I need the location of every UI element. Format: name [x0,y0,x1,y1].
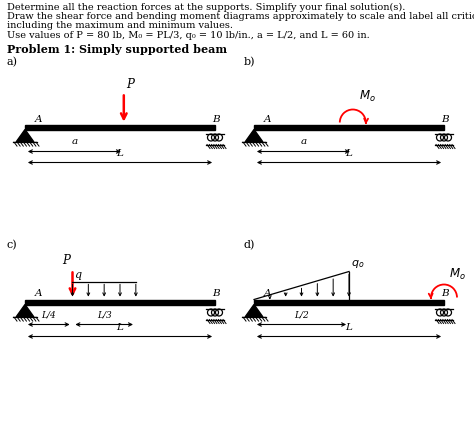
Text: L: L [117,322,123,332]
Polygon shape [16,304,34,317]
Text: L/4: L/4 [41,311,56,320]
Text: including the maximum and minimum values.: including the maximum and minimum values… [7,21,233,30]
Text: A: A [264,114,272,123]
Text: $q_o$: $q_o$ [351,257,365,270]
Text: P: P [126,77,134,90]
Text: B: B [212,290,219,299]
Text: $M_o$: $M_o$ [359,89,375,105]
Bar [25,299,215,304]
Text: B: B [441,290,448,299]
Bar [254,125,444,130]
Text: Determine all the reaction forces at the supports. Simplify your final solution(: Determine all the reaction forces at the… [7,3,405,12]
Text: P: P [63,254,71,267]
Polygon shape [245,304,263,317]
Text: B: B [441,114,448,123]
Text: L/2: L/2 [294,311,309,320]
Text: B: B [212,114,219,123]
Text: d): d) [244,240,255,250]
Text: a: a [301,138,307,147]
Polygon shape [245,130,263,142]
Text: a): a) [7,57,18,67]
Polygon shape [16,130,34,142]
Text: A: A [35,114,43,123]
Text: A: A [264,290,272,299]
Bar [254,299,444,304]
Text: L: L [346,322,353,332]
Text: Use values of P = 80 lb, M₀ = PL/3, q₀ = 10 lb/in., a = L/2, and L = 60 in.: Use values of P = 80 lb, M₀ = PL/3, q₀ =… [7,31,370,40]
Text: A: A [35,290,43,299]
Text: L: L [117,148,123,157]
Text: L: L [346,148,353,157]
Text: a: a [72,138,77,147]
Text: $M_o$: $M_o$ [449,266,466,282]
Text: Draw the shear force and bending moment diagrams approximately to scale and labe: Draw the shear force and bending moment … [7,12,474,21]
Text: c): c) [7,240,18,250]
Text: b): b) [244,57,255,67]
Text: Problem 1: Simply supported beam: Problem 1: Simply supported beam [7,44,227,55]
Text: L/3: L/3 [97,311,111,320]
Text: q: q [74,270,82,279]
Bar [25,125,215,130]
